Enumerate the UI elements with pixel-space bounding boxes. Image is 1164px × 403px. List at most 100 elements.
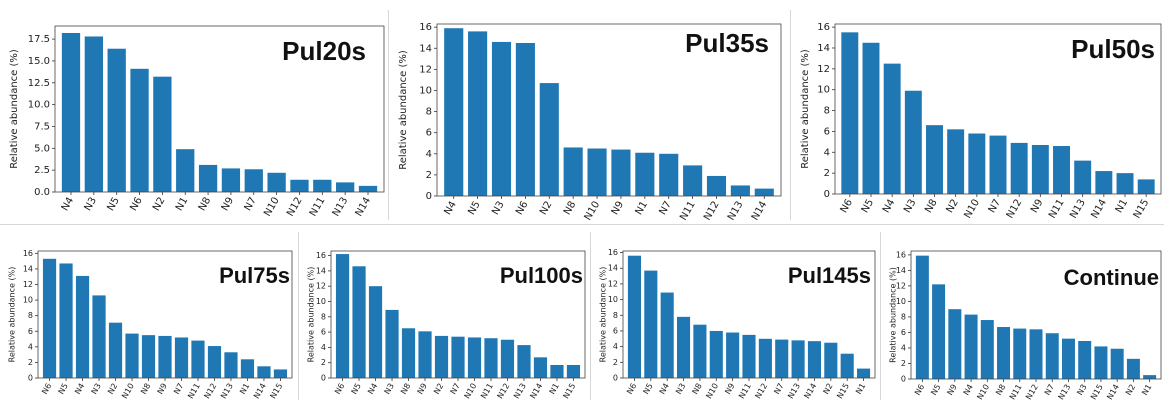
x-tick-label: N13 xyxy=(1056,383,1072,402)
bar-N4 xyxy=(883,63,901,194)
y-axis-label: Relative abundance (%) xyxy=(9,49,20,169)
x-tick-label: N14 xyxy=(354,196,374,219)
y-axis-label: Relative abundance (%) xyxy=(398,50,409,170)
bar-N12 xyxy=(290,179,309,192)
y-axis-label: Relative abundance (%) xyxy=(8,267,17,363)
x-tick-label: N2 xyxy=(1124,383,1137,397)
x-tick-label: N9 xyxy=(156,382,169,396)
y-tick-label: 10 xyxy=(23,296,33,305)
y-tick-label: 16 xyxy=(23,249,33,258)
bar-N14 xyxy=(257,366,271,378)
plot-frame xyxy=(622,250,876,379)
y-tick-label: 8 xyxy=(28,311,33,320)
bar-N13 xyxy=(730,185,750,196)
bar-N15 xyxy=(840,353,854,378)
y-tick-label: 0 xyxy=(824,189,830,200)
x-tick-label: N2 xyxy=(821,382,834,396)
bar-N11 xyxy=(742,334,756,378)
x-tick-label: N14 xyxy=(802,382,818,401)
bar-N11 xyxy=(313,179,332,192)
x-tick-label: N6 xyxy=(839,198,855,215)
y-tick-label: 0 xyxy=(901,375,906,384)
x-tick-label: N10 xyxy=(704,382,720,401)
bar-N3 xyxy=(385,309,399,378)
x-tick-label: N8 xyxy=(399,382,412,396)
bar-N1 xyxy=(857,368,871,378)
x-tick-label: N5 xyxy=(466,200,482,217)
bar-N6 xyxy=(841,32,859,195)
y-tick-label: 0.0 xyxy=(34,187,50,198)
x-tick-label: N2 xyxy=(432,382,445,396)
x-tick-label: N14 xyxy=(252,382,268,401)
bar-N8 xyxy=(198,164,218,192)
chart-pul145s: N6 N5 N4 N3 N8 N10 N9 N11 N12 N7 N13 N14 N2 N15 N10246… xyxy=(599,248,876,401)
y-tick-label: 8 xyxy=(824,106,830,117)
bar-N9 xyxy=(726,332,740,378)
y-tick-label: 12 xyxy=(23,280,33,289)
x-tick-label: N5 xyxy=(105,196,121,213)
y-tick-label: 4 xyxy=(321,343,326,352)
plot-frame xyxy=(37,250,293,379)
x-tick-label: N11 xyxy=(1047,198,1067,221)
x-tick-label: N6 xyxy=(514,200,530,217)
panel-separator xyxy=(790,10,791,220)
x-tick-label: N14 xyxy=(750,200,770,223)
bar-N7 xyxy=(989,135,1007,194)
x-tick-label: N10 xyxy=(583,200,603,223)
bar-N9 xyxy=(221,168,241,192)
y-tick-label: 8 xyxy=(901,312,906,321)
bar-N13 xyxy=(791,340,805,378)
chart-title: Pul100s xyxy=(500,263,583,288)
y-tick-label: 17.5 xyxy=(28,34,50,45)
y-axis-label: Relative abundance (%) xyxy=(800,49,811,169)
x-tick-label: N9 xyxy=(416,382,429,396)
bar-N8 xyxy=(141,335,156,378)
y-tick-label: 4 xyxy=(426,149,432,160)
x-tick-label: N7 xyxy=(987,198,1003,215)
bar-N14 xyxy=(533,357,548,378)
x-tick-label: N7 xyxy=(243,195,259,212)
x-tick-label: N5 xyxy=(350,382,363,396)
x-tick-label: N15 xyxy=(1132,198,1152,221)
x-tick-label: N13 xyxy=(786,382,802,401)
y-tick-label: 15.0 xyxy=(28,56,50,67)
bar-N10 xyxy=(125,333,139,378)
bar-N12 xyxy=(1010,142,1028,194)
bar-N1 xyxy=(635,152,655,196)
x-tick-label: N8 xyxy=(994,383,1007,397)
chart-title: Pul20s xyxy=(282,36,366,66)
chart-title: Continue xyxy=(1064,265,1159,290)
y-tick-label: 10 xyxy=(316,297,326,306)
bar-N4 xyxy=(61,32,81,192)
x-tick-label: N9 xyxy=(220,196,236,213)
bar-N2 xyxy=(824,342,838,378)
bar-N11 xyxy=(484,338,498,378)
x-tick-label: N1 xyxy=(548,382,561,396)
y-tick-label: 14 xyxy=(23,264,33,273)
plot-frame xyxy=(910,250,1162,380)
bar-N12 xyxy=(1029,329,1043,379)
x-tick-label: N13 xyxy=(331,196,351,219)
x-tick-label: N10 xyxy=(962,198,982,221)
bar-N9 xyxy=(611,149,631,196)
x-tick-label: N7 xyxy=(657,200,673,217)
x-tick-label: N3 xyxy=(674,382,687,396)
chart-pul50s: N6 N5 N4 N3 N8 N2 N10 N7 N12 N9 N11 N13 N14 N1 N15 0 2 4 6… xyxy=(800,22,1162,221)
bar-N10 xyxy=(980,320,994,379)
x-tick-label: N4 xyxy=(60,196,76,213)
bar-N3 xyxy=(491,41,512,196)
y-tick-label: 12 xyxy=(896,281,906,290)
bar-N8 xyxy=(401,328,416,378)
x-tick-label: N12 xyxy=(1005,198,1025,221)
bar-N8 xyxy=(563,147,583,196)
bar-N2 xyxy=(539,83,559,196)
y-tick-label: 6 xyxy=(321,328,326,337)
chart-pul75s: N6 N5 N4 N3 N2 N10 N8 N9 N7 N11 N12 N13 N1 N14 N15 0 2 4 6… xyxy=(8,249,293,401)
y-tick-label: 12 xyxy=(419,64,432,75)
x-tick-label: N3 xyxy=(490,200,506,217)
x-tick-label: N3 xyxy=(83,196,99,213)
y-tick-label: 12 xyxy=(817,64,830,75)
x-tick-label: N10 xyxy=(262,196,282,219)
x-tick-label: N14 xyxy=(1089,198,1109,221)
bar-N4 xyxy=(964,314,978,379)
